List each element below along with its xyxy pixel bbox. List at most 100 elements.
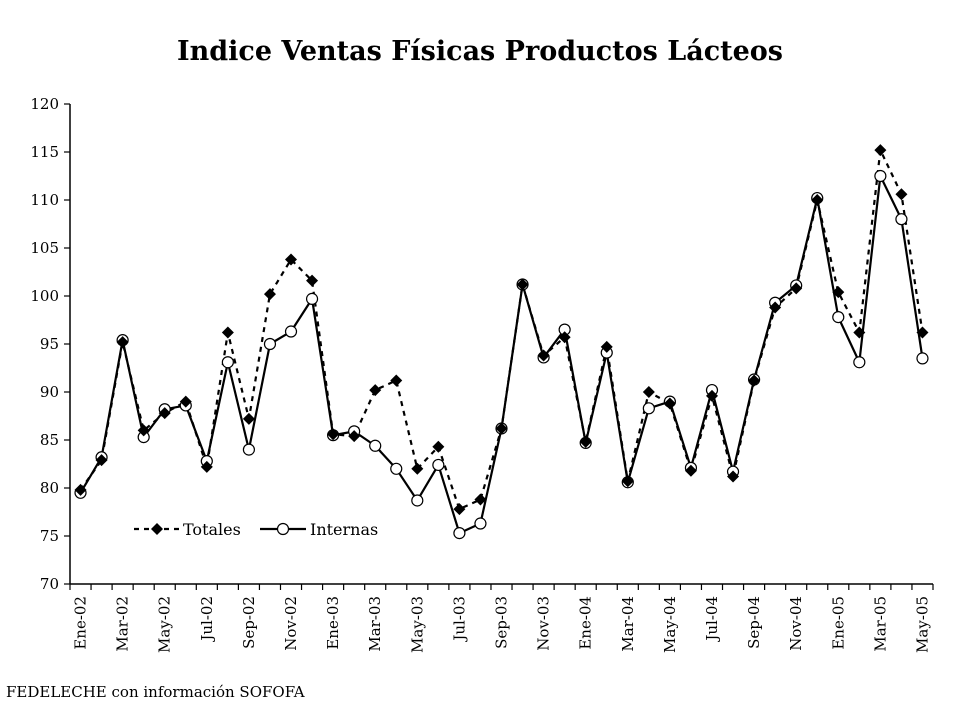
data-point-totales bbox=[579, 435, 592, 448]
y-tick-label: 120 bbox=[30, 95, 59, 113]
data-point-totales bbox=[642, 386, 655, 398]
x-tick-label: May-02 bbox=[156, 596, 174, 653]
x-tick-label: Sep-04 bbox=[745, 596, 763, 649]
data-point-totales bbox=[327, 428, 340, 441]
data-point-internas bbox=[263, 337, 277, 351]
x-tick-label: Mar-04 bbox=[619, 596, 637, 652]
data-point-internas bbox=[390, 462, 403, 475]
data-point-internas bbox=[305, 292, 319, 305]
x-tick-label: Ene-05 bbox=[829, 596, 847, 650]
data-point-totales bbox=[390, 374, 403, 387]
data-point-totales bbox=[116, 336, 129, 349]
legend-internas-marker bbox=[276, 522, 290, 536]
x-tick-label: Jul-04 bbox=[703, 596, 721, 643]
data-point-totales bbox=[306, 274, 319, 287]
data-point-totales bbox=[495, 422, 508, 435]
y-tick-label: 85 bbox=[40, 431, 59, 449]
data-point-totales bbox=[790, 282, 803, 295]
x-tick-label: Ene-04 bbox=[577, 596, 595, 650]
x-tick-label: May-05 bbox=[913, 596, 931, 653]
data-point-totales bbox=[348, 430, 361, 443]
x-tick-label: Sep-02 bbox=[240, 596, 258, 649]
data-point-internas bbox=[453, 527, 466, 540]
data-point-totales bbox=[200, 460, 213, 473]
x-tick-label: Nov-04 bbox=[787, 596, 805, 651]
x-tick-label: May-04 bbox=[661, 596, 679, 653]
axes: 70 75 80 85 90 95 100 105 110 115 120 Ene-02 Mar-02 M… bbox=[30, 95, 934, 653]
x-tick-label: Jul-03 bbox=[450, 596, 468, 643]
y-tick-label: 95 bbox=[40, 335, 59, 353]
legend-totales-label: Totales bbox=[183, 520, 241, 539]
data-point-internas bbox=[874, 169, 887, 183]
x-tick-label: Ene-03 bbox=[324, 596, 342, 650]
y-tick-label: 70 bbox=[40, 575, 59, 593]
data-point-totales bbox=[663, 397, 676, 410]
x-tick-label: May-03 bbox=[408, 596, 426, 653]
x-tick-label: Nov-03 bbox=[535, 596, 553, 651]
source-note: FEDELECHE con información SOFOFA bbox=[6, 683, 305, 701]
data-point-totales bbox=[369, 384, 382, 397]
data-point-internas bbox=[853, 356, 866, 369]
data-point-internas bbox=[242, 443, 256, 456]
data-point-totales bbox=[769, 301, 782, 314]
data-point-internas bbox=[411, 494, 424, 507]
data-point-totales bbox=[558, 331, 571, 344]
chart-title: Indice Ventas Físicas Productos Lácteos bbox=[177, 36, 783, 67]
data-point-internas bbox=[284, 325, 298, 338]
data-point-internas bbox=[474, 517, 487, 530]
data-point-totales bbox=[727, 470, 740, 483]
y-tick-label: 105 bbox=[30, 239, 59, 257]
x-tick-label: Jul-02 bbox=[198, 596, 216, 643]
data-point-totales bbox=[411, 462, 424, 475]
data-point-totales bbox=[137, 424, 150, 437]
y-tick-label: 100 bbox=[30, 287, 59, 305]
data-point-totales bbox=[811, 194, 824, 206]
data-point-internas bbox=[432, 458, 445, 472]
data-point-totales bbox=[684, 464, 697, 477]
x-tick-label: Mar-02 bbox=[114, 596, 132, 652]
data-point-totales bbox=[895, 188, 908, 201]
data-point-totales bbox=[537, 349, 550, 362]
data-point-totales bbox=[74, 483, 87, 496]
data-point-totales bbox=[432, 440, 445, 453]
y-tick-label: 110 bbox=[30, 191, 59, 209]
y-tick-label: 90 bbox=[40, 383, 59, 401]
data-point-totales bbox=[263, 288, 276, 301]
series-line-internas bbox=[79, 174, 924, 535]
data-point-totales bbox=[516, 278, 529, 291]
data-point-internas bbox=[221, 356, 234, 369]
data-point-totales bbox=[474, 493, 487, 506]
y-tick-label: 115 bbox=[30, 143, 59, 161]
data-point-totales bbox=[453, 503, 466, 516]
data-point-totales bbox=[285, 253, 298, 266]
x-tick-label: Nov-02 bbox=[282, 596, 300, 651]
data-point-totales bbox=[221, 326, 234, 339]
x-tick-label: Sep-03 bbox=[493, 596, 511, 649]
series-layer bbox=[74, 144, 929, 540]
x-tick-label: Mar-05 bbox=[871, 596, 889, 652]
data-point-internas bbox=[832, 311, 845, 324]
legend-totales-marker bbox=[151, 523, 163, 535]
legend-internas-label: Internas bbox=[310, 520, 378, 539]
data-point-totales bbox=[705, 389, 718, 402]
data-point-totales bbox=[621, 475, 634, 488]
data-point-internas bbox=[895, 213, 908, 226]
data-point-totales bbox=[179, 395, 192, 408]
data-point-totales bbox=[748, 374, 761, 387]
data-point-totales bbox=[916, 326, 929, 339]
data-point-internas bbox=[369, 439, 382, 452]
x-tick-label: Ene-02 bbox=[72, 596, 90, 650]
data-point-totales bbox=[853, 326, 866, 339]
y-tick-label: 75 bbox=[40, 527, 59, 545]
data-point-internas bbox=[642, 402, 655, 415]
data-point-totales bbox=[874, 144, 887, 157]
data-point-totales bbox=[832, 286, 845, 299]
data-point-totales bbox=[242, 412, 255, 425]
data-point-totales bbox=[158, 407, 171, 420]
x-tick-label: Mar-03 bbox=[366, 596, 384, 652]
data-point-totales bbox=[600, 340, 613, 353]
data-point-totales bbox=[95, 454, 108, 467]
data-point-internas bbox=[916, 352, 929, 365]
y-tick-label: 80 bbox=[40, 479, 59, 497]
